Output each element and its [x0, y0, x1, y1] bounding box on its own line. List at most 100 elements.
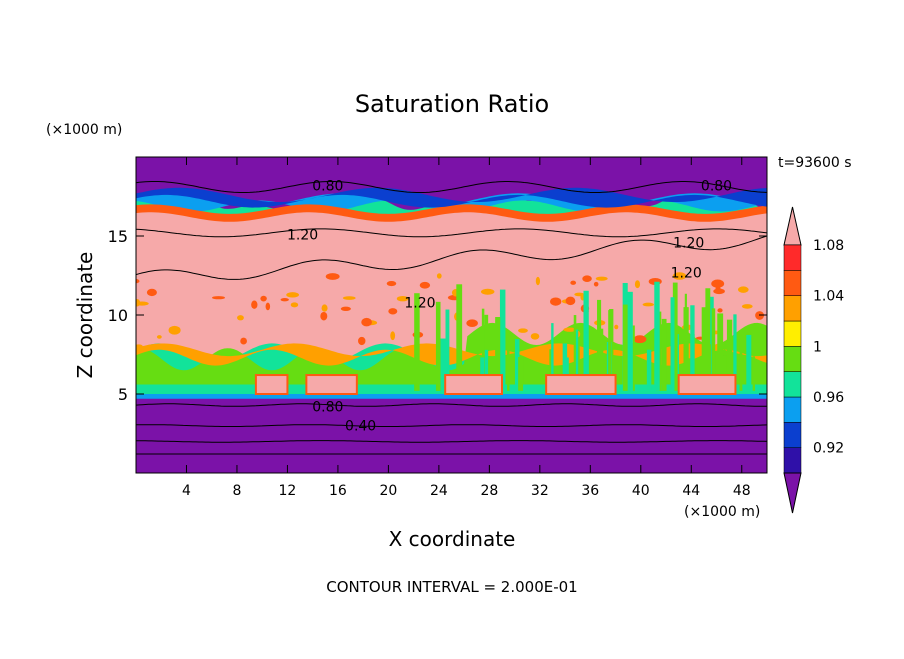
convective-plume	[646, 349, 652, 391]
cloud-base-patch	[444, 374, 503, 396]
convective-plume	[507, 335, 510, 391]
convective-plume	[717, 313, 724, 391]
contour-interval-footer: CONTOUR INTERVAL = 2.000E-01	[326, 578, 577, 596]
saturation-blob	[466, 319, 478, 327]
convective-plume	[711, 308, 716, 391]
convective-plume	[481, 308, 485, 391]
contour-0.20	[136, 440, 767, 443]
band-cloud-top-red	[136, 204, 767, 222]
saturation-blob	[614, 324, 619, 330]
saturation-blob	[480, 288, 495, 295]
saturation-blob	[565, 296, 576, 306]
saturation-blob	[737, 286, 749, 293]
x-tick-label: 44	[682, 483, 700, 499]
colorbar-segment	[783, 422, 802, 448]
saturation-blob	[280, 297, 289, 302]
colorbar-tick-label: 1.04	[813, 289, 844, 305]
saturation-blob	[642, 302, 655, 307]
convective-plume	[690, 305, 695, 391]
contour-label: 1.20	[404, 295, 435, 311]
convective-plume	[701, 307, 707, 391]
convective-plume	[722, 355, 727, 391]
colorbar-tick-label: 0.92	[813, 441, 844, 457]
band-base-cyan	[136, 394, 767, 399]
chart-title: Saturation Ratio	[355, 90, 549, 118]
x-tick-label: 4	[182, 483, 191, 499]
convective-plume	[445, 309, 450, 391]
saturation-blob	[260, 295, 267, 302]
saturation-blob	[240, 337, 247, 345]
saturation-blob	[633, 335, 647, 344]
saturation-blob	[390, 331, 396, 341]
x-tick-label: 20	[379, 483, 397, 499]
saturation-blob	[286, 292, 300, 298]
saturation-blob	[146, 288, 157, 297]
colorbar-segment	[783, 346, 802, 372]
convective-plume	[456, 284, 463, 391]
contour-0.80-upper	[136, 181, 767, 193]
convective-plume	[726, 319, 733, 391]
cloud-base-patch	[545, 374, 617, 396]
x-tick-label: 8	[232, 483, 241, 499]
x-tick-label: 32	[531, 483, 549, 499]
saturation-blob	[419, 281, 431, 289]
convective-plume	[551, 323, 554, 391]
contour-1.20-middle	[136, 235, 767, 280]
convective-plume	[436, 352, 440, 391]
y-unit-label: (×1000 m)	[46, 122, 122, 138]
saturation-blob	[212, 296, 225, 300]
convective-plume	[414, 293, 420, 391]
saturation-blob	[386, 280, 397, 287]
saturation-blob	[251, 300, 258, 309]
saturation-blob	[672, 272, 687, 280]
saturation-blob	[595, 276, 608, 281]
saturation-blob	[237, 315, 244, 321]
x-tick-label: 16	[329, 483, 347, 499]
convective-plume	[518, 356, 524, 391]
convective-plume	[583, 339, 589, 391]
contour-label: 1.20	[287, 227, 318, 243]
convective-plume	[670, 297, 675, 391]
convective-plume	[599, 328, 604, 391]
convective-plume	[439, 338, 446, 391]
convective-plume	[752, 356, 756, 391]
convective-plume	[608, 310, 611, 391]
y-tick-label: 5	[118, 385, 128, 404]
convective-plume	[622, 304, 628, 391]
colorbar-segment	[783, 320, 802, 347]
saturation-blob	[136, 279, 140, 284]
contour-labels: 0.80 0.801.20 1.201.201.200.800.40	[287, 178, 732, 434]
convective-plume	[484, 349, 489, 391]
x-tick-label: 24	[430, 483, 448, 499]
saturation-blob	[321, 304, 328, 312]
saturation-blob	[593, 281, 599, 287]
saturation-blob	[290, 302, 299, 308]
convective-plume	[597, 299, 602, 391]
saturation-blob	[518, 328, 528, 333]
heatmap-field	[136, 157, 767, 473]
contour-1.20-upper	[136, 228, 767, 238]
contour-label: 1.20	[671, 265, 702, 281]
convective-plume	[514, 339, 520, 391]
convective-plume	[627, 291, 633, 391]
x-tick-label: 12	[279, 483, 297, 499]
cloud-base-patch	[254, 374, 289, 396]
saturation-blob	[582, 275, 592, 282]
y-tick-label: 10	[108, 306, 128, 325]
colorbar-segment	[783, 295, 802, 322]
convective-plume	[632, 325, 635, 391]
contour-0.80-lower	[136, 403, 767, 407]
convective-plume	[708, 296, 714, 391]
colorbar-segment	[783, 396, 802, 423]
y-ticks: 5 10 15	[108, 227, 767, 404]
contour-0.40	[136, 424, 767, 427]
saturation-blob	[550, 297, 562, 306]
saturation-blob	[361, 317, 372, 327]
colorbar: 1.08 1.04 1 0.96 0.92	[783, 206, 844, 514]
colorbar-tick-label: 0.96	[813, 390, 844, 406]
convective-plume	[549, 349, 552, 391]
colorbar-segment	[783, 371, 802, 398]
saturation-blob	[570, 280, 577, 285]
saturation-blob	[711, 279, 725, 288]
